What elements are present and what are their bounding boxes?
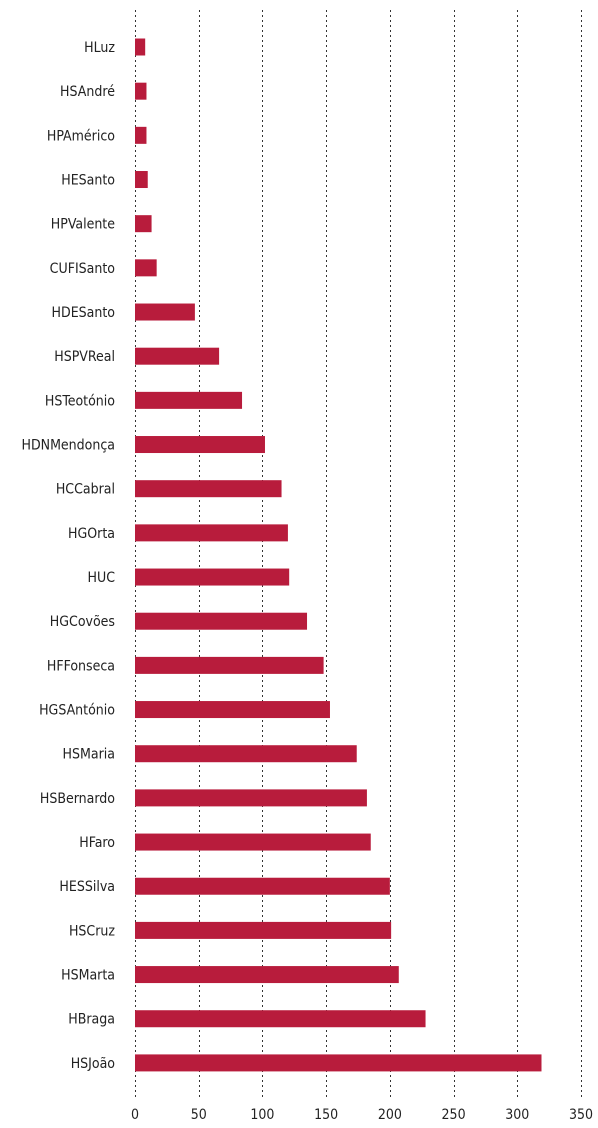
bars [135,38,542,1072]
category-label: HSTeotónio [45,393,115,409]
x-tick-label: 100 [250,1107,274,1123]
bar-HCCabral [135,480,282,498]
category-label: HDNMendonça [21,438,115,454]
category-label: HUC [88,570,116,586]
category-label: HDESanto [52,305,116,321]
bar-HSAndré [135,82,147,100]
bar-CUFISanto [135,259,157,277]
bar-HUC [135,568,290,586]
category-label: HFaro [79,835,115,851]
x-tick-label: 250 [442,1107,466,1123]
category-label: HSMarta [61,968,115,984]
category-label: HCCabral [56,482,115,498]
category-label: HGOrta [68,526,115,542]
grid-lines [135,10,582,1098]
bar-HSTeotónio [135,391,243,409]
category-label: HSBernardo [40,791,115,807]
bar-HSJoão [135,1054,542,1072]
category-label: HSMaria [63,747,115,763]
category-label: HLuz [84,40,115,56]
category-label: HSAndré [60,84,115,100]
x-tick-label: 300 [505,1107,529,1123]
x-tick-label: 350 [569,1107,593,1123]
bar-HGSAntónio [135,701,330,719]
category-label: HSCruz [69,923,115,939]
bar-HDNMendonça [135,436,265,454]
bar-HSMaria [135,745,357,763]
category-label: HPValente [51,217,115,233]
bar-HFaro [135,833,371,851]
bar-HPAmérico [135,126,147,144]
category-label: HSJoão [71,1056,116,1072]
x-tick-label: 150 [314,1107,338,1123]
x-tick-label: 50 [191,1107,207,1123]
bar-HGCovões [135,612,308,630]
category-label: HPAmérico [47,128,115,144]
bar-HBraga [135,1010,426,1028]
category-labels: HLuz HSAndré HPAmérico HESanto HPValente CUFI… [21,40,115,1072]
bar-HESanto [135,171,148,189]
x-axis-tick-labels: 0 50 100 150 200 250 300 350 [131,1107,593,1123]
bar-HPValente [135,215,152,233]
category-label: CUFISanto [50,261,116,277]
bar-HSCruz [135,921,392,939]
category-label: HSPVReal [54,349,115,365]
category-label: HFFonseca [47,658,115,674]
bar-HESSilva [135,877,390,895]
category-label: HGCovões [50,614,115,630]
bar-HSMarta [135,966,399,984]
bar-HSBernardo [135,789,367,807]
x-tick-label: 200 [378,1107,402,1123]
bar-HLuz [135,38,146,56]
category-label: HGSAntónio [39,703,115,719]
category-label: HESanto [61,173,115,189]
bar-HGOrta [135,524,288,542]
category-label: HBraga [68,1012,115,1028]
category-label: HESSilva [59,879,115,895]
bar-HDESanto [135,303,195,321]
bar-HSPVReal [135,347,220,365]
bar-HFFonseca [135,656,324,674]
x-tick-label: 0 [131,1107,139,1123]
